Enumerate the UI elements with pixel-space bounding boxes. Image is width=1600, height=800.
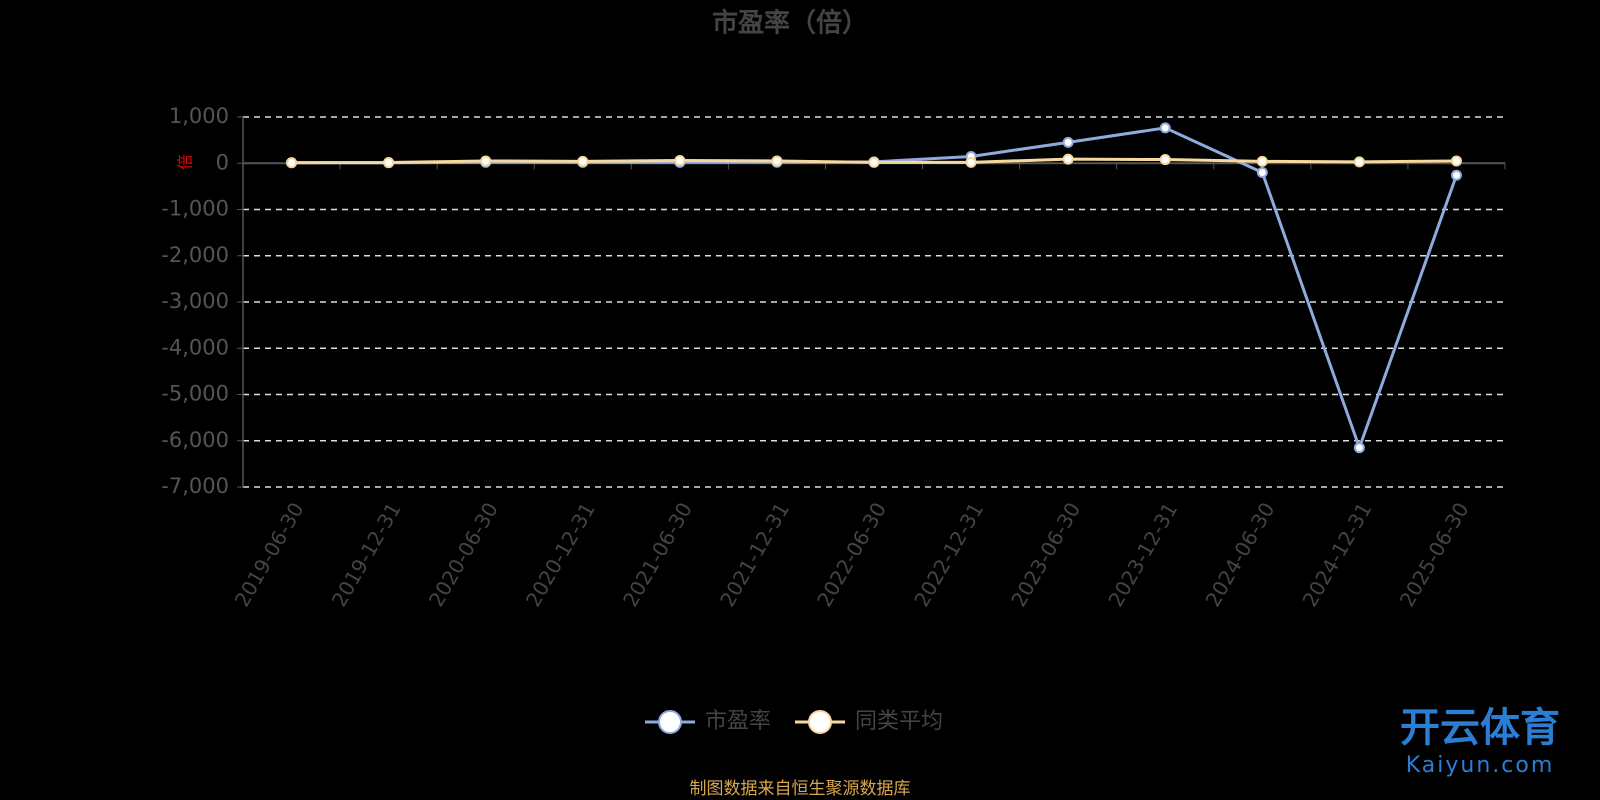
- chart-title: 市盈率（倍）: [712, 8, 868, 39]
- y-tick-label: -2,000: [161, 243, 229, 267]
- data-point: [771, 155, 783, 167]
- data-point: [286, 157, 298, 169]
- data-point: [1062, 153, 1074, 165]
- watermark-brand: 开云体育: [1400, 705, 1560, 751]
- data-point: [1353, 442, 1365, 454]
- y-tick-label: -7,000: [161, 474, 229, 498]
- data-point: [1353, 156, 1365, 168]
- y-tick-label: -4,000: [161, 335, 229, 359]
- data-point: [1450, 169, 1462, 181]
- data-point: [868, 156, 880, 168]
- data-point: [965, 156, 977, 168]
- data-point: [1062, 136, 1074, 148]
- legend-label: 市盈率: [705, 709, 771, 734]
- y-tick-label: -5,000: [161, 382, 229, 406]
- data-point: [674, 154, 686, 166]
- y-tick-label: -1,000: [161, 197, 229, 221]
- legend-label: 同类平均: [855, 709, 943, 734]
- data-point: [480, 155, 492, 167]
- source-note: 制图数据来自恒生聚源数据库: [690, 779, 911, 799]
- data-point: [383, 157, 395, 169]
- legend-marker: [808, 710, 832, 734]
- data-point: [577, 155, 589, 167]
- legend-marker: [658, 710, 682, 734]
- data-point: [1256, 155, 1268, 167]
- y-tick-label: 1,000: [169, 104, 229, 128]
- y-axis-label: 倍: [176, 154, 195, 170]
- watermark-url: Kaiyun.com: [1406, 753, 1555, 778]
- data-point: [1450, 155, 1462, 167]
- y-tick-label: -6,000: [161, 428, 229, 452]
- y-tick-label: -3,000: [161, 289, 229, 313]
- data-point: [1256, 167, 1268, 178]
- y-tick-label: 0: [216, 150, 229, 174]
- data-point: [1159, 154, 1171, 166]
- data-point: [1159, 122, 1171, 134]
